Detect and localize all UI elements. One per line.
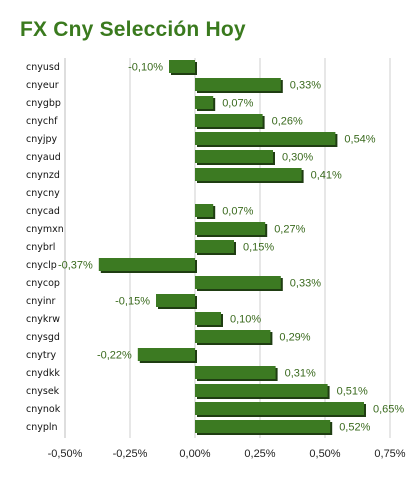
value-label: -0,10% (128, 62, 163, 74)
value-label: 0,65% (373, 404, 404, 416)
bar (195, 114, 263, 127)
value-label: -0,15% (115, 296, 150, 308)
bars (98, 60, 366, 435)
value-label: -0,37% (58, 260, 93, 272)
category-label: cnymxn (26, 224, 64, 235)
category-label: cnybrl (26, 242, 55, 253)
category-label: cnycad (26, 206, 60, 217)
value-label: 0,54% (344, 134, 375, 146)
value-label: 0,52% (339, 422, 370, 434)
bar (195, 150, 273, 163)
value-label: -0,22% (97, 350, 132, 362)
value-label: 0,27% (274, 224, 305, 236)
category-label: cnykrw (26, 314, 60, 325)
value-label: 0,29% (279, 332, 310, 344)
bar (195, 276, 281, 289)
bar (169, 60, 195, 73)
value-label: 0,15% (243, 242, 274, 254)
category-label: cnygbp (26, 98, 61, 109)
bar (195, 96, 214, 109)
x-tick-label: 0,75% (374, 448, 405, 460)
bar (195, 330, 271, 343)
category-label: cnyusd (26, 62, 60, 73)
bar (195, 222, 266, 235)
x-tick-label: 0,50% (309, 448, 340, 460)
category-label: cnyeur (26, 80, 59, 91)
category-label: cnynok (26, 404, 61, 415)
bar (195, 78, 281, 91)
category-label: cnytry (26, 350, 56, 361)
value-label: 0,51% (337, 386, 368, 398)
bar (195, 240, 234, 253)
category-label: cnyjpy (26, 134, 58, 145)
x-tick-label: -0,25% (113, 448, 148, 460)
category-label: cnysgd (26, 332, 60, 343)
bar (195, 420, 331, 433)
bar (195, 312, 221, 325)
value-label: 0,41% (311, 170, 342, 182)
bar (98, 258, 195, 271)
value-label: 0,07% (222, 206, 253, 218)
value-label: 0,33% (290, 80, 321, 92)
category-label: cnysek (26, 386, 60, 397)
bar (195, 204, 214, 217)
value-label: 0,26% (272, 116, 303, 128)
bar (195, 168, 302, 181)
category-label: cnychf (26, 116, 58, 127)
bar (195, 384, 328, 397)
x-tick-label: -0,50% (48, 448, 83, 460)
bar (156, 294, 195, 307)
x-tick-label: 0,00% (179, 448, 210, 460)
category-label: cnypln (26, 422, 58, 433)
value-label: 0,33% (290, 278, 321, 290)
chart-title: FX Cny Selección Hoy (20, 18, 246, 41)
bar (137, 348, 195, 361)
category-label: cnynzd (26, 170, 60, 181)
category-label: cnyaud (26, 152, 61, 163)
bar (195, 366, 276, 379)
value-label: 0,07% (222, 98, 253, 110)
bar (195, 132, 336, 145)
category-label: cnycny (26, 188, 60, 199)
value-label: 0,31% (285, 368, 316, 380)
bar (195, 402, 364, 415)
category-label: cnyclp (26, 260, 57, 271)
value-label: 0,30% (282, 152, 313, 164)
labels: -0,50% -0,25% 0,00% 0,25% 0,50% 0,75% cnyusd -0… (26, 62, 406, 461)
value-label: 0,10% (230, 314, 261, 326)
category-label: cnydkk (26, 368, 60, 379)
category-label: cnyinr (26, 296, 56, 307)
x-tick-label: 0,25% (244, 448, 275, 460)
category-label: cnycop (26, 278, 60, 289)
